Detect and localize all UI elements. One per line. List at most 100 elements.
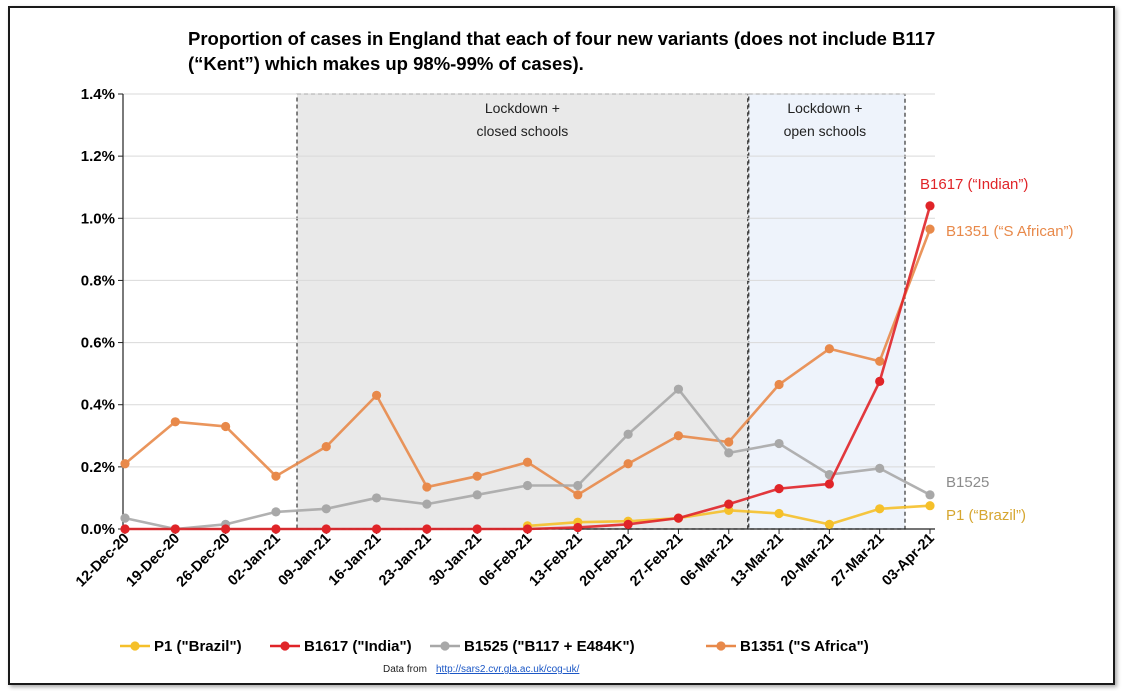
end-label: B1351 (“S African”) — [946, 223, 1074, 240]
data-point — [422, 499, 432, 509]
data-point — [522, 457, 533, 467]
data-point — [371, 493, 382, 503]
data-point — [925, 501, 935, 511]
data-point — [724, 448, 734, 458]
region-label: Lockdown + — [787, 100, 862, 116]
x-tick-label: 27-Mar-21 — [828, 531, 887, 590]
x-tick-label: 19-Dec-20 — [123, 531, 183, 591]
y-tick-label: 1.2% — [81, 148, 115, 165]
y-tick-label: 0.4% — [81, 397, 115, 414]
data-point — [824, 479, 834, 489]
data-point — [623, 519, 633, 529]
data-point — [824, 344, 834, 354]
x-tick-label: 12-Dec-20 — [73, 531, 133, 591]
data-point — [925, 201, 935, 211]
data-point — [371, 390, 382, 400]
x-tick-label: 02-Jan-21 — [225, 531, 284, 590]
data-point — [271, 507, 281, 517]
data-point — [221, 421, 231, 432]
end-labels: P1 (“Brazil”) B1617 (“Indian”) B1525 B1351 … — [920, 176, 1074, 524]
data-point — [120, 513, 130, 523]
data-point — [170, 524, 180, 534]
data-point — [875, 356, 885, 366]
legend-label: B1525 ("B117 + E484K") — [464, 638, 635, 655]
data-point — [673, 431, 684, 441]
gridlines — [123, 93, 935, 468]
legend-label: P1 ("Brazil") — [154, 638, 242, 655]
legend-label: B1351 ("S Africa") — [740, 638, 869, 655]
data-point — [774, 484, 784, 494]
data-point — [321, 524, 331, 534]
data-point — [522, 524, 533, 534]
data-point — [120, 459, 130, 469]
y-tick-label: 1.4% — [81, 86, 115, 103]
data-point — [221, 524, 231, 534]
region-label: closed schools — [476, 123, 568, 139]
legend-swatch-marker — [280, 641, 290, 651]
x-tick-label: 03-Apr-21 — [879, 531, 938, 590]
data-point — [271, 471, 281, 481]
x-tick-label: 06-Feb-21 — [476, 531, 535, 590]
legend-swatch-marker — [130, 641, 140, 651]
data-source: Data from http://sars2.cvr.gla.ac.uk/cog-… — [383, 664, 580, 675]
end-label: B1525 — [946, 474, 989, 491]
x-tick-label: 16-Jan-21 — [326, 531, 385, 590]
data-point — [875, 504, 885, 514]
data-point — [774, 508, 784, 519]
data-point — [724, 437, 734, 447]
data-point — [774, 438, 784, 449]
data-point — [623, 429, 633, 439]
data-point — [774, 379, 784, 390]
data-point — [673, 513, 684, 523]
chart-title-line: Proportion of cases in England that each… — [188, 28, 935, 49]
x-tick-label: 20-Feb-21 — [577, 531, 636, 590]
x-tick-label: 30-Jan-21 — [426, 531, 485, 590]
y-tick-label: 0.6% — [81, 335, 115, 352]
data-point — [371, 524, 382, 534]
x-tick-label: 13-Mar-21 — [728, 531, 787, 590]
region-label: open schools — [784, 123, 867, 139]
x-tick-label: 20-Mar-21 — [778, 531, 837, 590]
legend-swatch-marker — [716, 641, 726, 651]
end-label: B1617 (“Indian”) — [920, 176, 1028, 193]
data-point — [875, 463, 885, 474]
region-box-1 — [748, 93, 906, 530]
data-point — [522, 480, 533, 491]
data-point — [824, 519, 834, 529]
x-tick-label: 26-Dec-20 — [174, 531, 234, 591]
x-tick-label: 27-Feb-21 — [627, 531, 686, 590]
data-point — [925, 490, 935, 500]
data-point — [673, 384, 684, 394]
data-point — [271, 524, 281, 534]
y-tick-label: 1.0% — [81, 210, 115, 227]
series-lines — [120, 201, 935, 534]
legend-label: B1617 ("India") — [304, 638, 412, 655]
data-point — [170, 417, 180, 427]
data-point — [422, 524, 432, 534]
region-label: Lockdown + — [485, 100, 560, 116]
data-point — [472, 490, 482, 500]
y-tick-label: 0.8% — [81, 272, 115, 289]
legend: P1 ("Brazil") B1617 ("India") B1525 ("B117… — [120, 638, 869, 655]
data-point — [120, 524, 130, 534]
chart-title-line: (“Kent”) which makes up 98%-99% of cases… — [188, 53, 584, 74]
data-point — [472, 471, 482, 481]
data-point — [422, 482, 432, 492]
data-point — [623, 459, 633, 469]
data-point — [724, 499, 734, 509]
chart-title: Proportion of cases in England that each… — [188, 28, 935, 74]
x-tick-label: 23-Jan-21 — [376, 531, 435, 590]
source-link[interactable]: http://sars2.cvr.gla.ac.uk/cog-uk/ — [436, 664, 580, 675]
data-point — [573, 522, 583, 533]
data-point — [321, 504, 331, 514]
shaded-regions: Lockdown + closed schools Lockdown + open s… — [296, 93, 906, 530]
data-point — [573, 480, 583, 491]
y-tick-label: 0.0% — [81, 521, 115, 538]
legend-swatch-marker — [440, 641, 450, 651]
x-tick-label: 09-Jan-21 — [275, 531, 334, 590]
data-point — [925, 224, 935, 234]
data-point — [573, 490, 583, 500]
data-point — [472, 524, 482, 534]
data-point — [321, 442, 331, 452]
source-prefix: Data from — [383, 664, 427, 675]
